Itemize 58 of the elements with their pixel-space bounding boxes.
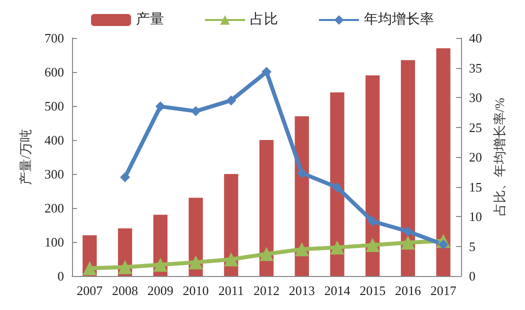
point <box>224 252 238 266</box>
bar <box>330 92 344 276</box>
point <box>368 216 378 226</box>
x-tick-label: 2009 <box>147 283 174 298</box>
x-tick-label: 2008 <box>112 283 138 298</box>
y2-tick-label: 0 <box>469 268 476 284</box>
point <box>296 168 307 178</box>
y2-tick-label: 25 <box>469 120 482 135</box>
point <box>153 258 168 272</box>
y-axis-title: 产量/万吨 <box>18 129 33 185</box>
point <box>330 240 344 254</box>
x-tick-label: 2011 <box>218 283 244 298</box>
point <box>402 226 413 236</box>
point <box>226 95 236 106</box>
bar <box>224 174 238 276</box>
y2-tick-label: 20 <box>469 150 482 164</box>
point <box>155 101 166 112</box>
y2-tick-label: 10 <box>469 209 482 224</box>
x-tick-label: 2014 <box>324 283 351 298</box>
point <box>332 182 342 192</box>
bar <box>436 48 450 276</box>
legend-label: 占比 <box>250 12 278 28</box>
y-tick-label: 600 <box>44 64 64 80</box>
y-tick-label: 400 <box>44 132 64 148</box>
bar <box>259 140 274 276</box>
x-tick-label: 2012 <box>254 283 280 298</box>
y-tick-label: 0 <box>58 268 64 284</box>
x-tick-label: 2016 <box>394 283 422 298</box>
point <box>260 246 274 261</box>
y-tick-label: 500 <box>44 98 64 114</box>
y-tick-label: 200 <box>44 200 64 216</box>
point <box>366 238 380 252</box>
x-tick-label: 2007 <box>76 283 104 298</box>
point <box>190 106 201 116</box>
point <box>118 260 132 274</box>
y2-tick-label: 5 <box>469 238 476 254</box>
y2-axis-title: 占比、年均增长率/% <box>492 98 507 216</box>
y2-tick-label: 35 <box>469 60 482 76</box>
x-tick-label: 2015 <box>360 283 386 298</box>
y2-tick-label: 15 <box>469 179 482 194</box>
x-tick-label: 2010 <box>182 283 209 298</box>
y-tick-label: 300 <box>44 166 64 182</box>
point <box>262 66 272 77</box>
y-tick-label: 100 <box>44 234 64 250</box>
x-tick-label: 2013 <box>288 283 315 298</box>
legend-label: 产量 <box>136 12 164 28</box>
point <box>120 172 130 182</box>
point <box>400 236 415 250</box>
y2-tick-label: 30 <box>469 90 482 105</box>
legend-label: 年均增长率 <box>364 12 434 28</box>
point <box>188 255 203 270</box>
x-tick-label: 2017 <box>430 283 457 298</box>
point <box>82 261 97 276</box>
point <box>294 242 309 256</box>
bar <box>366 75 380 276</box>
y-tick-label: 700 <box>44 30 64 46</box>
y2-tick-label: 40 <box>469 30 482 46</box>
bar <box>400 60 416 276</box>
